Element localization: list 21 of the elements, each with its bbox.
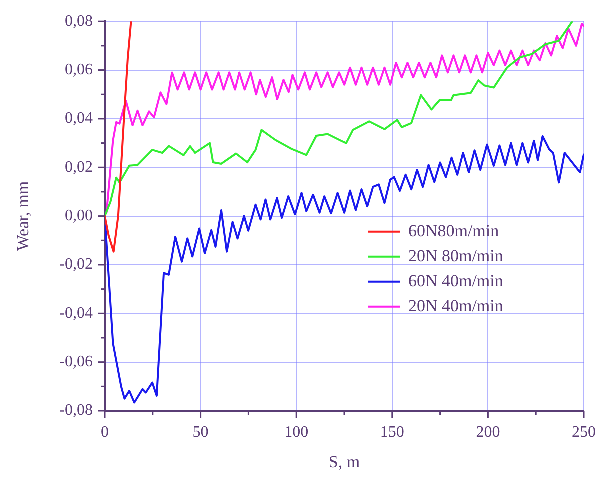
x-tick-label: 100: [284, 424, 309, 441]
x-tick-label: 150: [380, 424, 404, 441]
legend-label: 60N80m/min: [408, 221, 500, 240]
y-axis-title: Wear, mm: [14, 181, 33, 252]
y-tick-label: -0,06: [60, 354, 93, 371]
y-tick-label: 0,08: [65, 12, 93, 30]
legend-label: 20N 80m/min: [408, 246, 504, 266]
legend-label: 60N 40m/min: [408, 271, 504, 290]
x-tick-label: 250: [572, 424, 596, 441]
x-axis-title: S, m: [328, 452, 360, 472]
y-tick-label: -0,04: [60, 304, 93, 322]
y-tick-label: -0,02: [60, 256, 93, 274]
x-tick-label: 0: [101, 424, 109, 441]
y-tick-label: -0,08: [60, 402, 93, 420]
y-tick-label: 0,00: [65, 208, 93, 225]
x-tick-label: 50: [192, 424, 209, 441]
x-tick-label: 200: [476, 424, 500, 441]
y-tick-label: 0,02: [65, 158, 93, 176]
legend-label: 20N 40m/min: [408, 296, 504, 316]
y-tick-label: 0,06: [65, 61, 93, 78]
y-tick-label: 0,04: [65, 110, 93, 128]
